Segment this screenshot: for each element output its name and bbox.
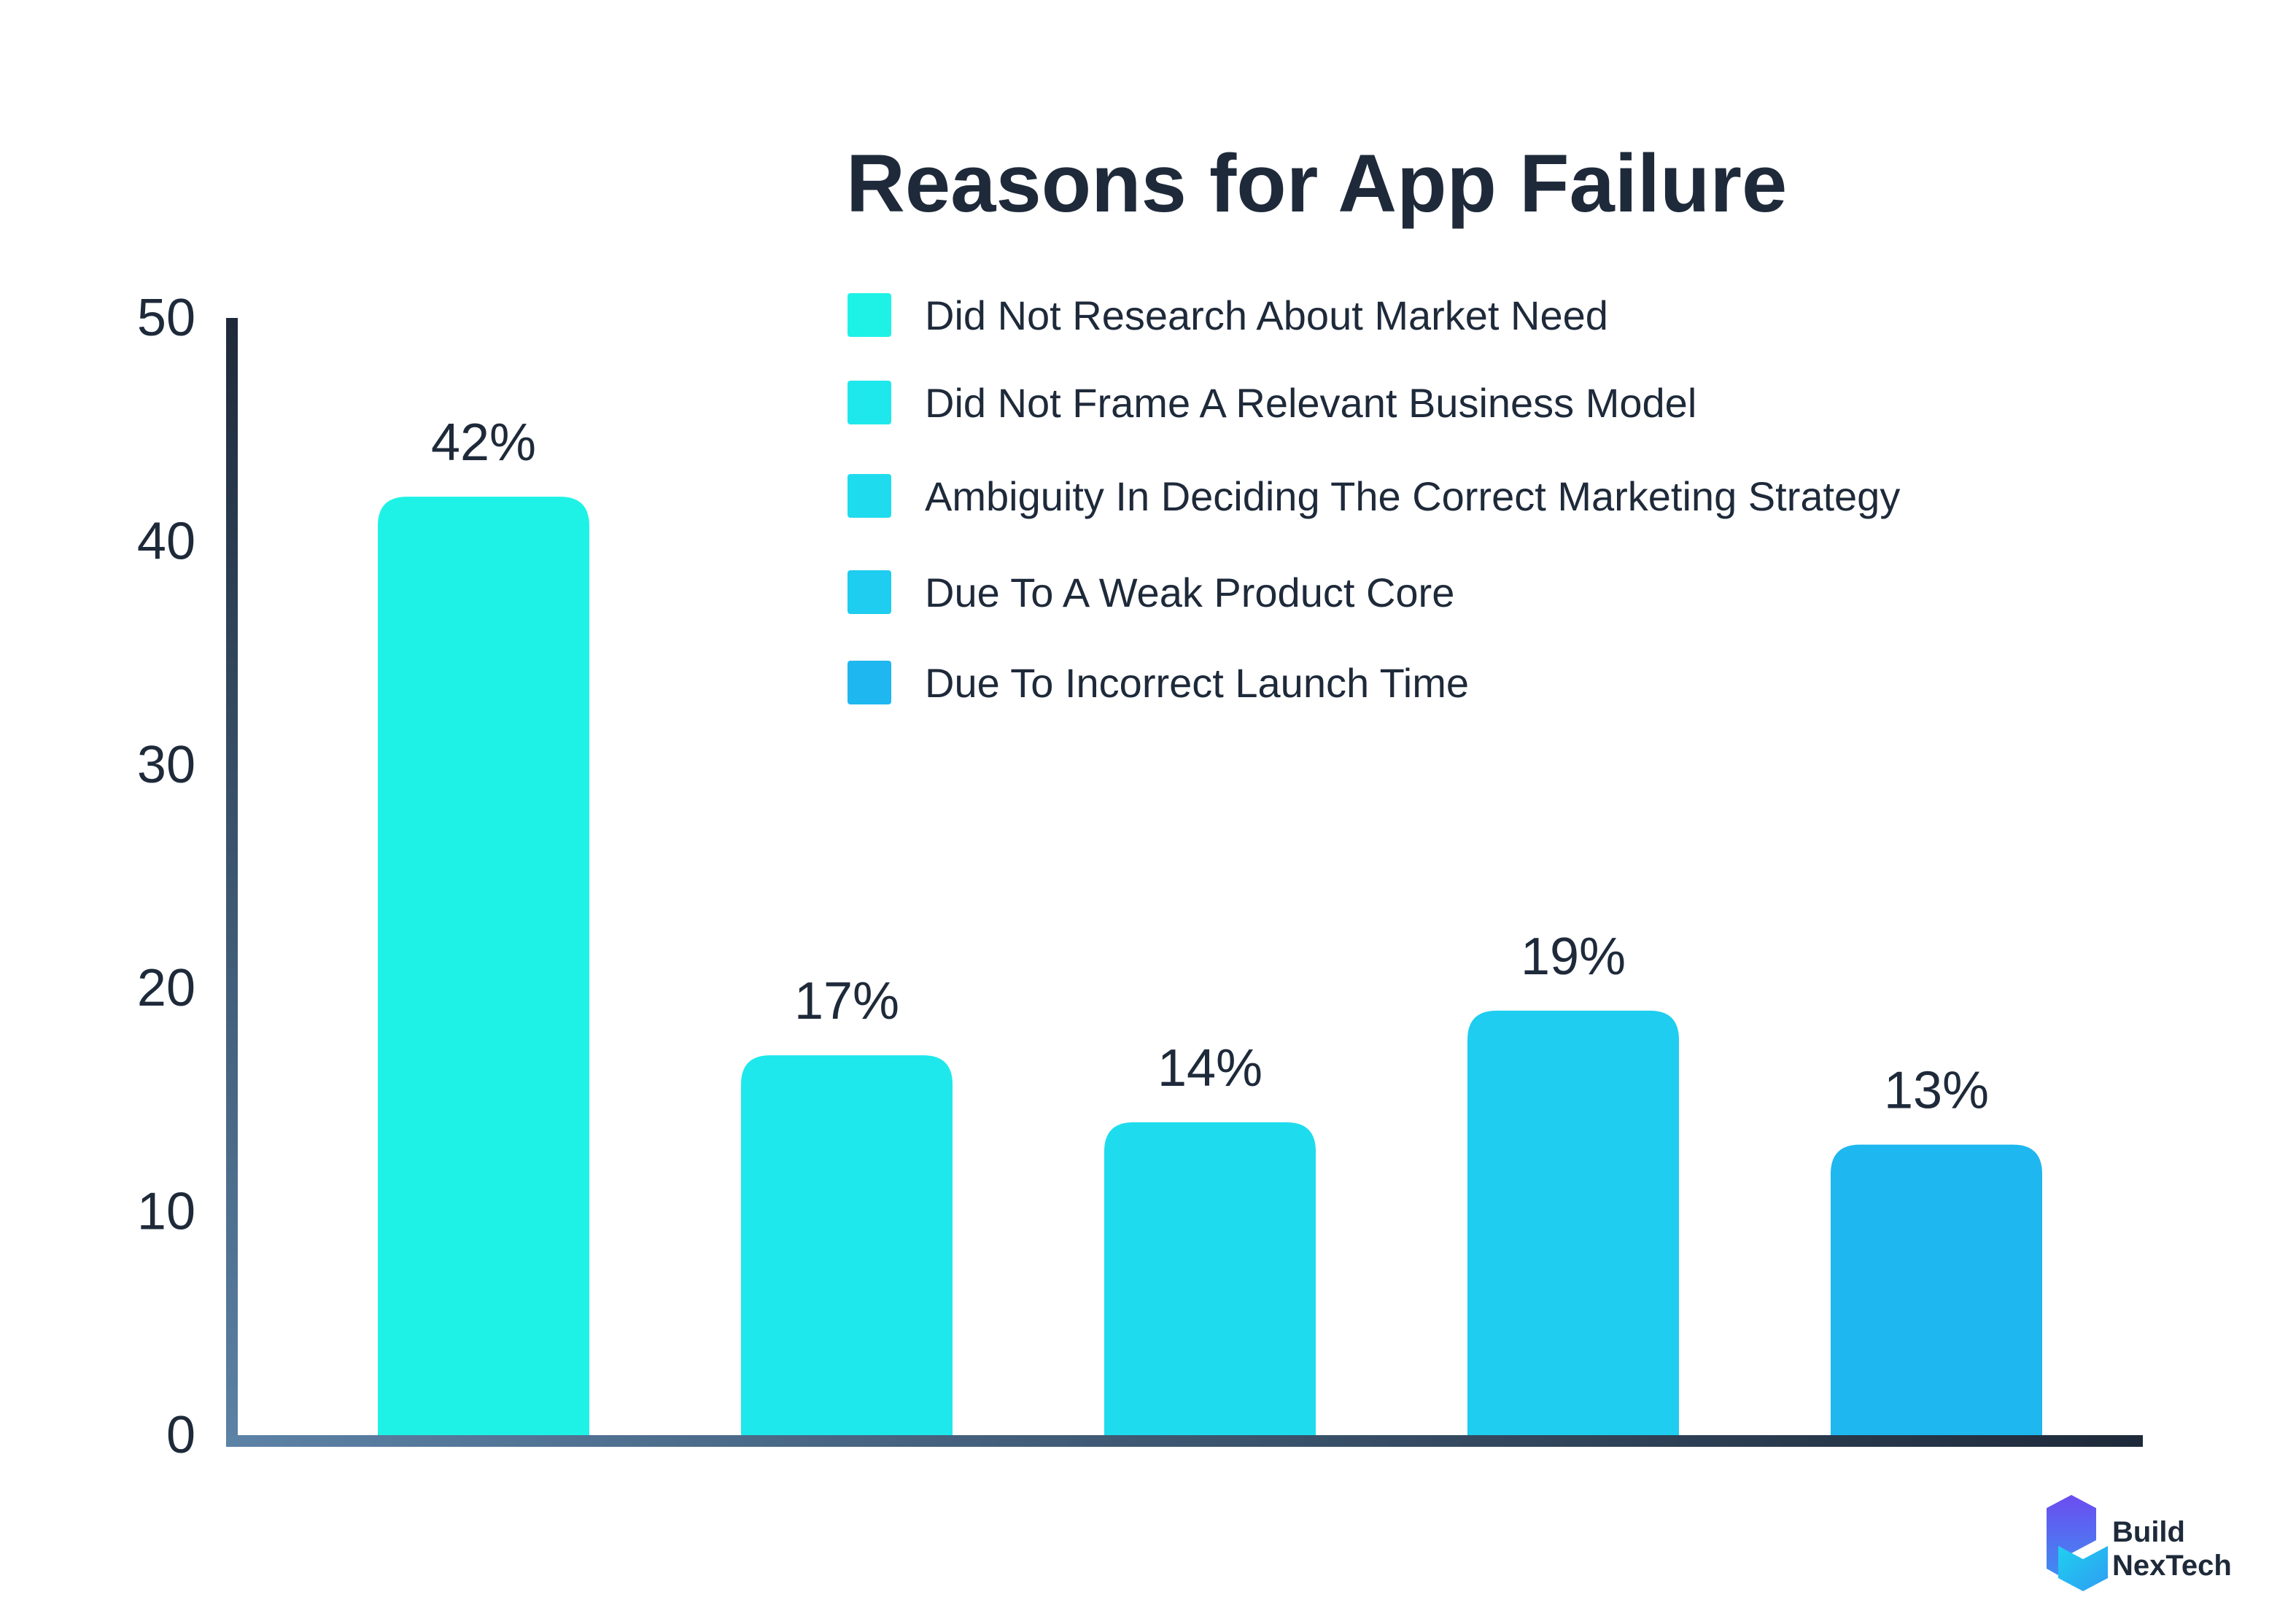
legend-label: Due To A Weak Product Core [925,570,1454,615]
legend-swatch [848,293,891,337]
legend-swatch [848,570,891,614]
bar-2 [741,1055,953,1441]
legend-swatch [848,381,891,424]
data-label-1: 42% [431,413,536,472]
data-label-2: 17% [794,972,899,1030]
y-tick-label: 30 [137,736,195,794]
bar-5 [1831,1144,2042,1441]
y-tick-label: 0 [166,1406,195,1464]
legend-swatch [848,474,891,518]
y-tick-label: 50 [137,289,195,347]
data-label-3: 14% [1157,1039,1263,1098]
x-axis-line [226,1435,2143,1447]
bar-4 [1467,1010,1679,1441]
bars [378,497,2042,1441]
legend-label: Did Not Research About Market Need [925,292,1608,338]
legend-label: Due To Incorrect Launch Time [925,660,1469,706]
y-axis-ticks: 0 10 20 30 40 50 [137,289,195,1464]
bar-1 [378,497,589,1441]
data-label-4: 19% [1521,928,1626,986]
legend-label: Did Not Frame A Relevant Business Model [925,380,1696,426]
logo: Build NexTech [2047,1495,2232,1591]
bar-3 [1104,1122,1316,1441]
y-tick-label: 20 [137,959,195,1017]
data-labels: 42% 17% 14% 19% 13% [431,413,1989,1120]
y-axis-line [226,318,238,1447]
buildnextech-logo-icon [2047,1495,2108,1591]
chart-title: Reasons for App Failure [846,138,1787,229]
data-label-5: 13% [1884,1062,1989,1120]
legend-label: Ambiguity In Deciding The Correct Market… [925,473,1900,519]
logo-line-2: NexTech [2112,1550,2232,1582]
y-tick-label: 10 [137,1183,195,1241]
logo-line-1: Build [2112,1516,2185,1548]
y-tick-label: 40 [137,512,195,570]
legend: Did Not Research About Market Need Did No… [848,292,1900,706]
legend-swatch [848,661,891,704]
